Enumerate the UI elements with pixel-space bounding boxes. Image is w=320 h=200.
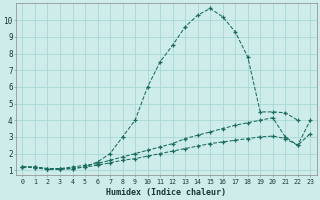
X-axis label: Humidex (Indice chaleur): Humidex (Indice chaleur) [106, 188, 226, 197]
